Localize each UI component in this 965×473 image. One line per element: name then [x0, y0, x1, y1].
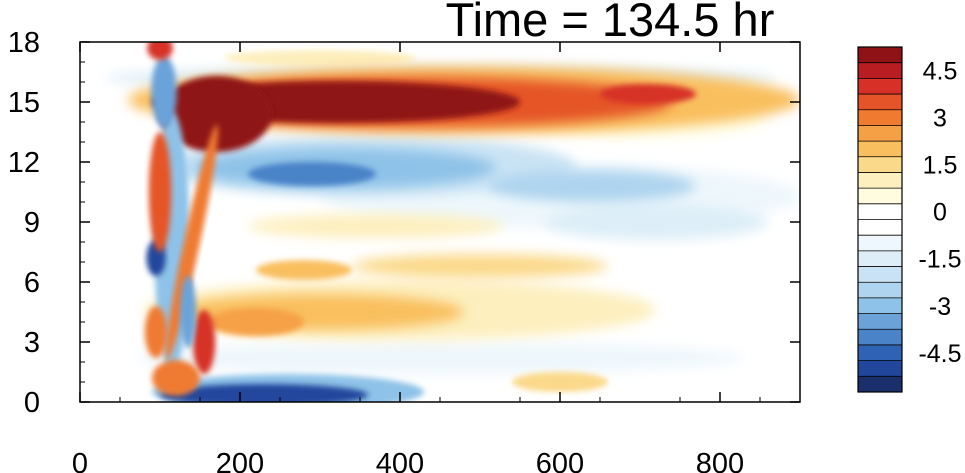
- y-tick-label: 0: [24, 387, 40, 419]
- colorbar-swatch: [858, 329, 902, 346]
- colorbar-swatch: [858, 78, 902, 95]
- colorbar-swatch: [858, 219, 902, 236]
- colorbar-swatch: [858, 172, 902, 189]
- top-faint-orange-patch: [224, 50, 416, 66]
- x-tick-label: 0: [72, 448, 88, 473]
- y-tick-label: 3: [24, 327, 40, 359]
- mid-negative-right: [488, 170, 696, 202]
- right-faint-blue-patch: [544, 204, 768, 240]
- y-tick-label: 18: [8, 27, 40, 59]
- colorbar-swatch: [858, 250, 902, 267]
- left-positive-top: [147, 42, 173, 60]
- x-tick-label: 200: [216, 448, 264, 473]
- mid-positive-core: [256, 260, 352, 280]
- left-negative-top: [151, 56, 177, 128]
- low-faint-blue-band: [136, 342, 744, 374]
- colorbar: 4.5 3 1.5 0 -1.5 -3 -4.5: [857, 46, 962, 393]
- diagonal-positive-streak: [165, 124, 219, 360]
- contour-field: [104, 42, 800, 402]
- x-tick-label: 600: [536, 448, 584, 473]
- y-tick-label: 9: [24, 207, 40, 239]
- jet-root: [160, 76, 272, 152]
- colorbar-swatch: [858, 376, 902, 393]
- colorbar-label: 1.5: [923, 152, 958, 180]
- title-backdrop: [395, 0, 815, 44]
- jet-tip: [600, 84, 696, 104]
- surface-positive-patch: [512, 372, 608, 392]
- colorbar-swatch: [858, 188, 902, 205]
- colorbar-swatch: [858, 47, 902, 64]
- colorbar-swatch: [858, 203, 902, 220]
- lower-left-positive-2: [144, 306, 168, 358]
- bottom-left-positive: [152, 360, 200, 396]
- colorbar-label: -1.5: [918, 246, 961, 274]
- colorbar-label: 3: [933, 105, 947, 133]
- lower-positive-core: [208, 308, 304, 336]
- colorbar-swatch: [858, 156, 902, 173]
- colorbar-swatch: [858, 266, 902, 283]
- colorbar-swatch: [858, 125, 902, 142]
- colorbar-swatch: [858, 282, 902, 299]
- colorbar-swatch: [858, 94, 902, 111]
- colorbar-label: -4.5: [918, 340, 961, 368]
- colorbar-swatch: [858, 344, 902, 362]
- colorbar-frame: [857, 46, 903, 393]
- colorbar-label: -3: [929, 293, 951, 321]
- mid-negative-core: [248, 162, 376, 186]
- x-tick-label: 400: [376, 448, 424, 473]
- axes: 0 200 400 600 800 0 3 6 9 12 15 18: [8, 27, 800, 473]
- colorbar-swatch: [858, 235, 902, 252]
- chart-title: Time = 134.5 hr: [446, 0, 775, 46]
- surface-negative-core: [160, 384, 368, 402]
- left-positive-column: [148, 132, 172, 252]
- colorbar-label: 0: [933, 199, 947, 227]
- x-tick-label: 800: [696, 448, 744, 473]
- lower-left-positive: [192, 310, 216, 374]
- colorbar-swatch: [858, 297, 902, 314]
- colorbar-swatch: [858, 141, 902, 158]
- y-tick-label: 15: [8, 87, 40, 119]
- colorbar-swatch: [858, 62, 902, 79]
- colorbar-swatch: [858, 360, 902, 377]
- lower-left-negative: [180, 276, 196, 348]
- colorbar-label: 4.5: [923, 58, 958, 86]
- colorbar-swatch: [858, 313, 902, 330]
- faint-positive-patch: [248, 214, 504, 238]
- y-tick-label: 12: [8, 147, 40, 179]
- colorbar-swatch: [858, 109, 902, 126]
- mid-positive-patch: [352, 254, 608, 278]
- y-tick-label: 6: [24, 267, 40, 299]
